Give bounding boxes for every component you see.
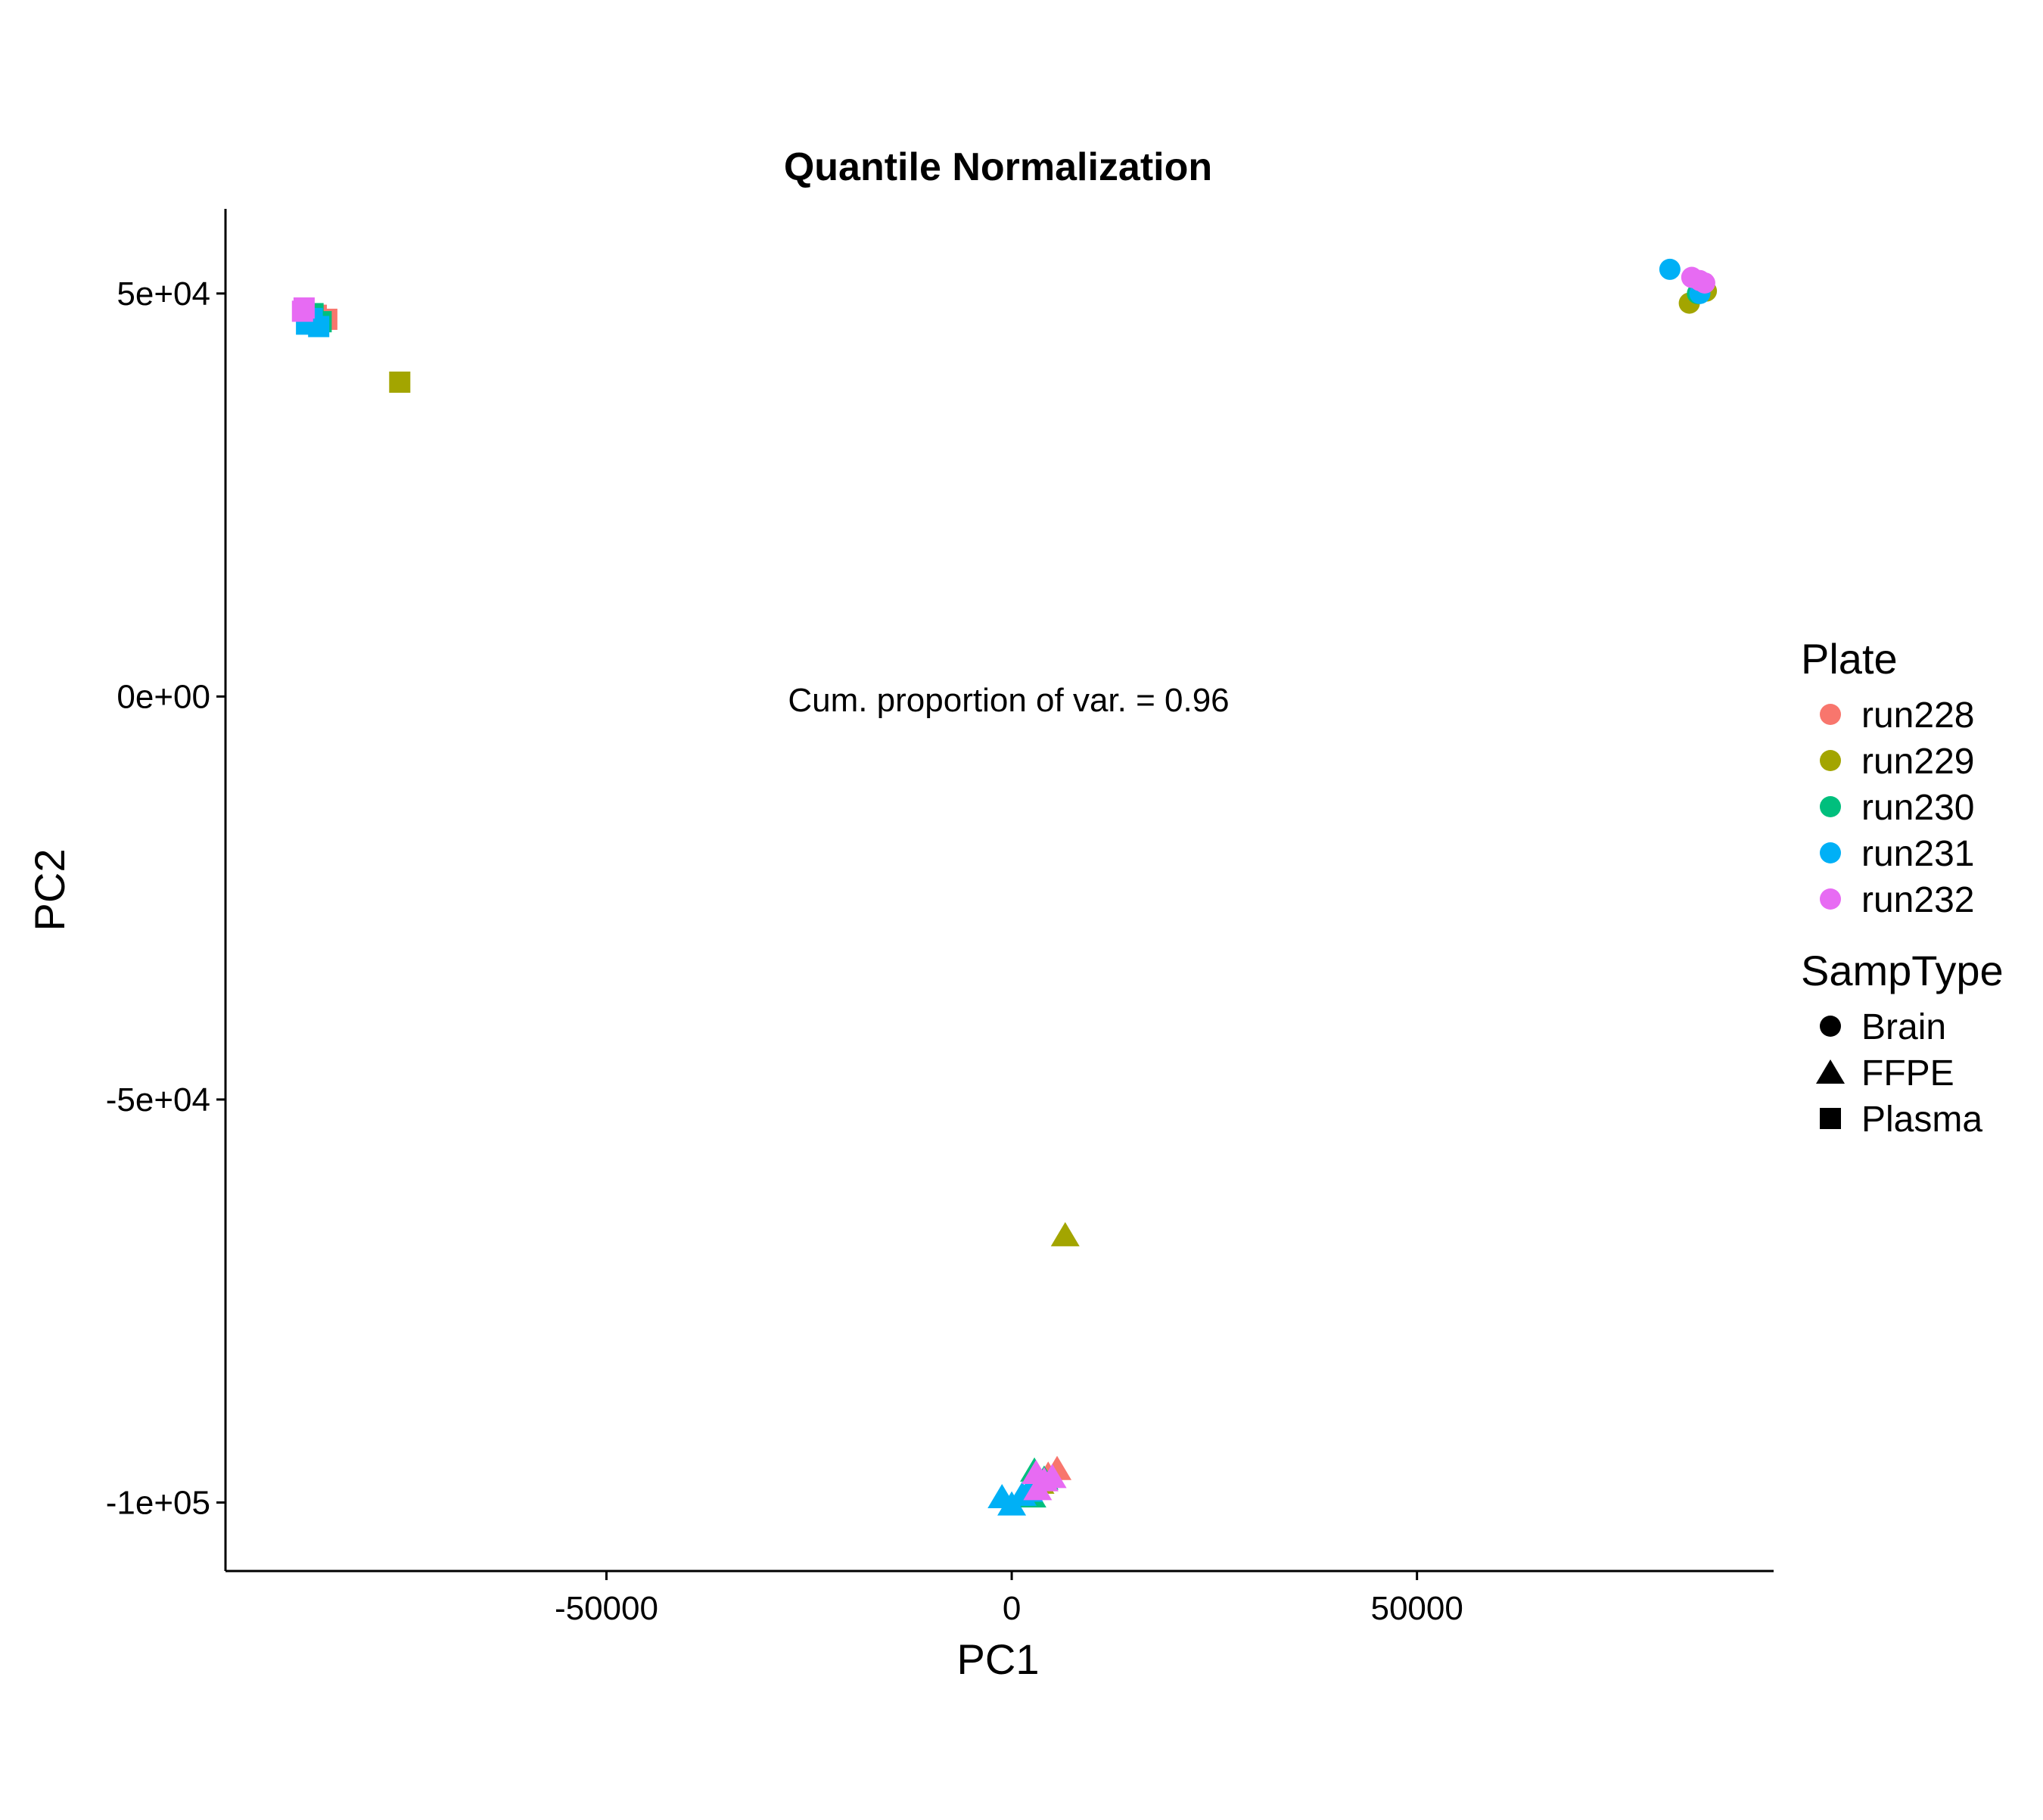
data-point: [1659, 258, 1681, 280]
y-tick-label: -5e+04: [106, 1081, 210, 1118]
x-axis-label: PC1: [957, 1635, 1040, 1683]
y-axis-label: PC2: [26, 849, 73, 932]
legend-samptype-label: FFPE: [1861, 1053, 1954, 1094]
legend-samptype-key: [1820, 1108, 1841, 1129]
axes: [224, 209, 1774, 1573]
legend-plate-label: run229: [1861, 742, 1974, 782]
legend-samptype-title: SampType: [1801, 947, 2004, 994]
legend-plate-key: [1820, 842, 1841, 863]
x-tick-label: 50000: [1370, 1590, 1463, 1627]
y-tick-label: 5e+04: [117, 275, 210, 313]
legend-plate-title: Plate: [1801, 635, 1898, 683]
legend-samptype-label: Brain: [1861, 1007, 1946, 1047]
x-tick-label: 0: [1003, 1590, 1021, 1627]
legend-plate-label: run228: [1861, 695, 1974, 736]
legend-plate-key: [1820, 704, 1841, 725]
legend-plate-label: run230: [1861, 788, 1974, 828]
legend-plate-key: [1820, 888, 1841, 910]
legend-plate-entries: run228 run229 run230 run231 run232: [1820, 695, 1974, 920]
data-point: [1693, 272, 1715, 294]
y-tick-label: 0e+00: [117, 678, 210, 715]
x-ticks: -50000 0 50000: [555, 1571, 1463, 1627]
y-tick-label: -1e+05: [106, 1484, 210, 1521]
legend-samptype-entries: Brain FFPE Plasma: [1816, 1007, 1982, 1140]
legend-samptype-label: Plasma: [1861, 1100, 1982, 1140]
legend-samptype-key: [1820, 1016, 1841, 1037]
chart-title: Quantile Normalization: [784, 145, 1212, 189]
data-point: [293, 297, 315, 319]
data-point: [1037, 1464, 1067, 1489]
legend-plate-key: [1820, 796, 1841, 817]
data-point: [1050, 1221, 1080, 1246]
data-point: [1023, 1476, 1053, 1501]
y-ticks: 5e+04 0e+00 -5e+04 -1e+05: [106, 275, 225, 1521]
legend-plate-label: run232: [1861, 880, 1974, 920]
legend-plate-key: [1820, 750, 1841, 771]
legend-plate-label: run231: [1861, 834, 1974, 874]
data-point: [389, 371, 411, 393]
legend: Plate run228 run229 run230 run231 run232 Sam…: [1801, 635, 2004, 1140]
data-points: [291, 258, 1718, 1516]
legend-samptype-key: [1816, 1059, 1845, 1084]
variance-annotation: Cum. proportion of var. = 0.96: [788, 682, 1229, 719]
x-tick-label: -50000: [555, 1590, 658, 1627]
